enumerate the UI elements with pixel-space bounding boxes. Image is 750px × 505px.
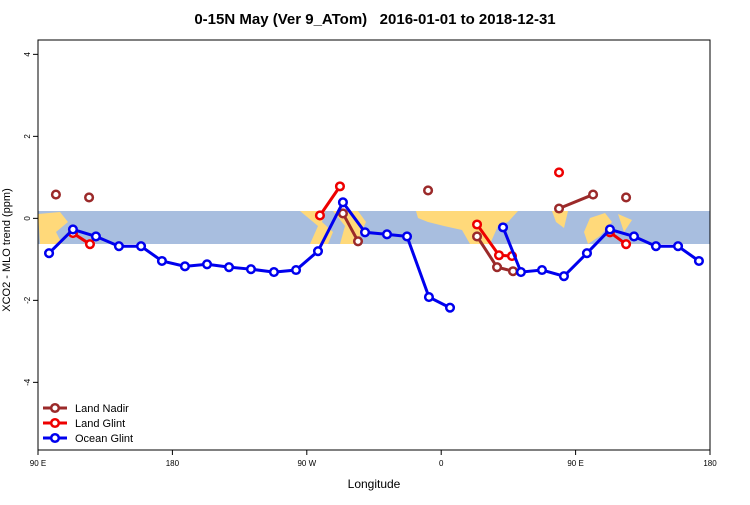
map-strip [38, 211, 710, 244]
legend-label: Land Nadir [75, 403, 129, 415]
data-point [337, 197, 348, 208]
data-point [201, 259, 213, 270]
legend: Land Nadir Land Glint Ocean Glint [43, 402, 133, 445]
data-point [471, 231, 483, 242]
data-point [507, 266, 519, 277]
data-point [90, 231, 101, 242]
data-point [401, 231, 413, 242]
data-point [515, 267, 526, 278]
land [552, 211, 568, 228]
series-line [72, 185, 627, 258]
land [38, 212, 68, 244]
data-point [621, 239, 632, 250]
data-point [492, 262, 503, 273]
legend-label: Ocean Glint [75, 433, 133, 445]
data-point [84, 192, 95, 203]
legend-marker [49, 417, 61, 429]
y-tick-label: 4 [23, 52, 32, 57]
data-point [156, 255, 167, 267]
data-point [314, 210, 325, 221]
data-point [245, 264, 256, 275]
y-tick-label: 0 [23, 216, 32, 221]
data-point [553, 203, 565, 214]
data-point [553, 167, 565, 178]
data-point [493, 250, 505, 261]
x-tick-label: 90 E [30, 459, 46, 468]
data-point [604, 224, 615, 235]
data-point [581, 248, 592, 259]
data-point [337, 208, 348, 219]
plot-frame [37, 39, 711, 451]
data-point [621, 192, 632, 203]
data-point [67, 224, 78, 235]
data-point [672, 241, 684, 252]
data-point [312, 246, 324, 257]
legend-marker [49, 432, 61, 444]
data-point [650, 241, 661, 252]
data-point [423, 185, 434, 196]
data-point [588, 189, 599, 200]
x-axis-label: Longitude [348, 477, 401, 491]
x-tick-label: 180 [703, 459, 717, 468]
legend-marker [49, 402, 61, 414]
x-tick-label: 90 W [297, 459, 316, 468]
legend-label: Land Glint [75, 418, 125, 430]
x-tick-label: 0 [439, 459, 444, 468]
y-tick-label: -2 [23, 296, 32, 304]
data-point [50, 189, 61, 200]
data-point [223, 262, 235, 273]
land [333, 211, 366, 244]
data-point [471, 219, 483, 230]
data-point [558, 271, 570, 282]
x-tick-label: 90 E [567, 459, 583, 468]
data-point [444, 302, 456, 313]
data-point [381, 229, 393, 240]
y-axis-label: XCO2 - MLO trend (ppm) [1, 188, 13, 311]
data-point [352, 236, 364, 247]
y-tick-label: -4 [23, 378, 32, 386]
land [618, 214, 632, 232]
data-point [359, 227, 371, 238]
data-point [628, 231, 640, 242]
chart-title: 0-15N May (Ver 9_ATom) 2016-01-01 to 201… [194, 11, 555, 28]
land [584, 213, 612, 244]
data-point [179, 261, 190, 272]
data-point [290, 264, 302, 276]
data-point [334, 181, 346, 192]
data-point [113, 241, 124, 252]
data-point [497, 222, 509, 233]
data-point [423, 292, 435, 303]
data-point [536, 264, 548, 276]
data-point [693, 255, 704, 267]
data-point [268, 267, 279, 278]
data-point [44, 248, 55, 259]
y-tick-label: 2 [23, 134, 32, 139]
data-point [135, 241, 147, 252]
data-point [84, 239, 96, 250]
land [416, 211, 518, 244]
x-tick-label: 180 [166, 459, 180, 468]
